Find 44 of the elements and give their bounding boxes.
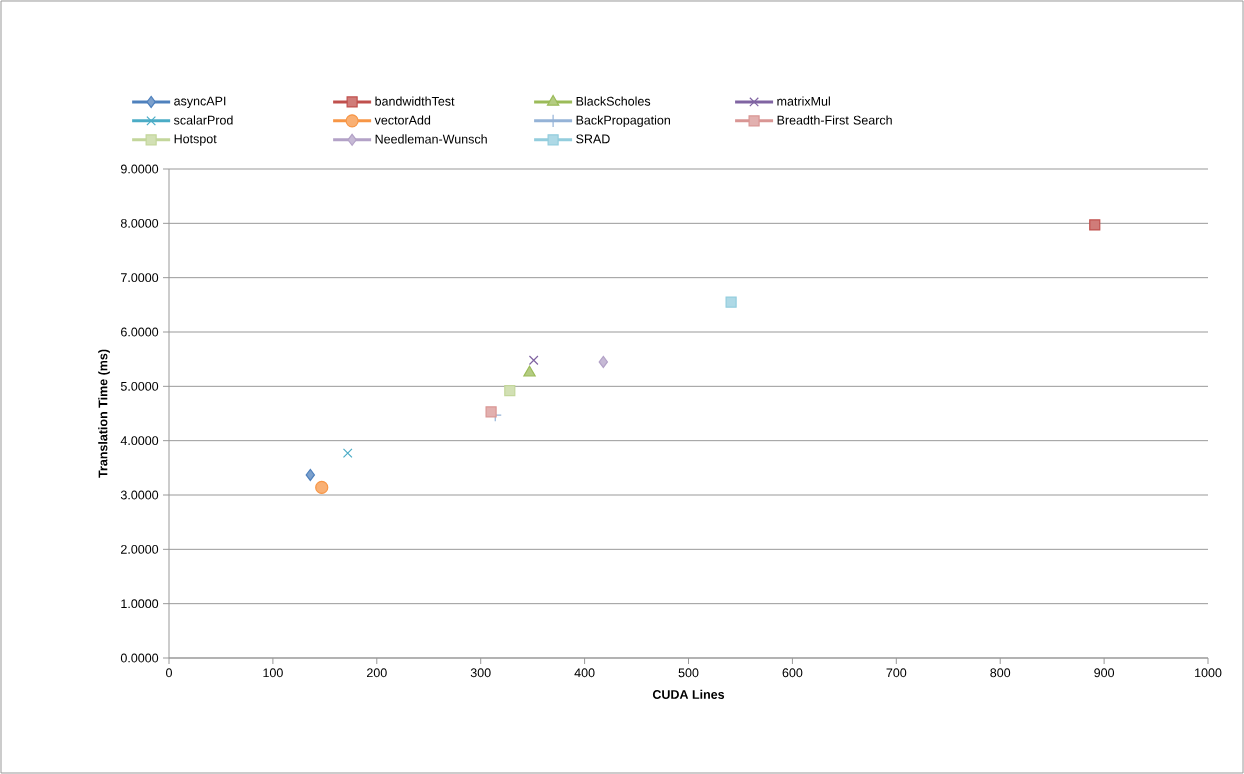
legend-label: asyncAPI [174,96,226,108]
y-tick-label: 5.0000 [120,381,159,391]
point [1089,219,1101,231]
x-tick-label: 800 [990,668,1011,678]
point [485,406,497,418]
legend-label: bandwidthTest [375,96,455,106]
point [725,296,737,308]
point [523,365,536,377]
x-tick-label: 900 [1094,668,1115,678]
legend-label: vectorAdd [374,115,431,125]
point [342,448,353,459]
point [504,385,516,397]
point [315,480,329,494]
x-tick-label: 400 [574,668,595,678]
x-tick-label: 100 [263,668,283,678]
y-tick-label: 1.0000 [121,599,159,609]
y-tick-label: 7.0000 [121,273,159,283]
y-tick-label: 4.0000 [120,436,159,446]
x-tick-label: 600 [782,668,803,678]
legend-label: SRAD [576,134,610,144]
legend-label: Hotspot [174,134,217,146]
point [528,355,539,366]
x-tick-label: 0 [166,668,172,678]
y-tick-label: 8.0000 [120,218,159,228]
x-tick-label: 1000 [1195,668,1222,678]
point [598,355,609,368]
point [305,468,316,481]
y-tick-label: 9.0000 [121,164,159,174]
legend-label: scalarProd [173,115,233,125]
legend-label: BlackScholes [576,96,651,106]
y-tick-label: 3.0000 [120,490,159,500]
y-tick-label: 6.0000 [121,327,159,337]
y-axis-title: Translation Time (ms) [98,349,110,478]
legend-label: BackPropagation [576,115,670,128]
y-tick-label: 2.0000 [121,544,159,554]
legend-label: Needleman-Wunsch [375,134,487,144]
x-tick-label: 200 [367,668,387,678]
legend-label: Breadth-First Search [777,115,892,125]
x-axis-title: CUDA Lines [652,689,725,699]
x-tick-label: 300 [470,668,491,678]
x-tick-label: 700 [886,668,907,678]
x-tick-label: 500 [678,668,699,678]
y-tick-label: 0.0000 [120,653,159,663]
legend-label: matrixMul [777,96,830,106]
